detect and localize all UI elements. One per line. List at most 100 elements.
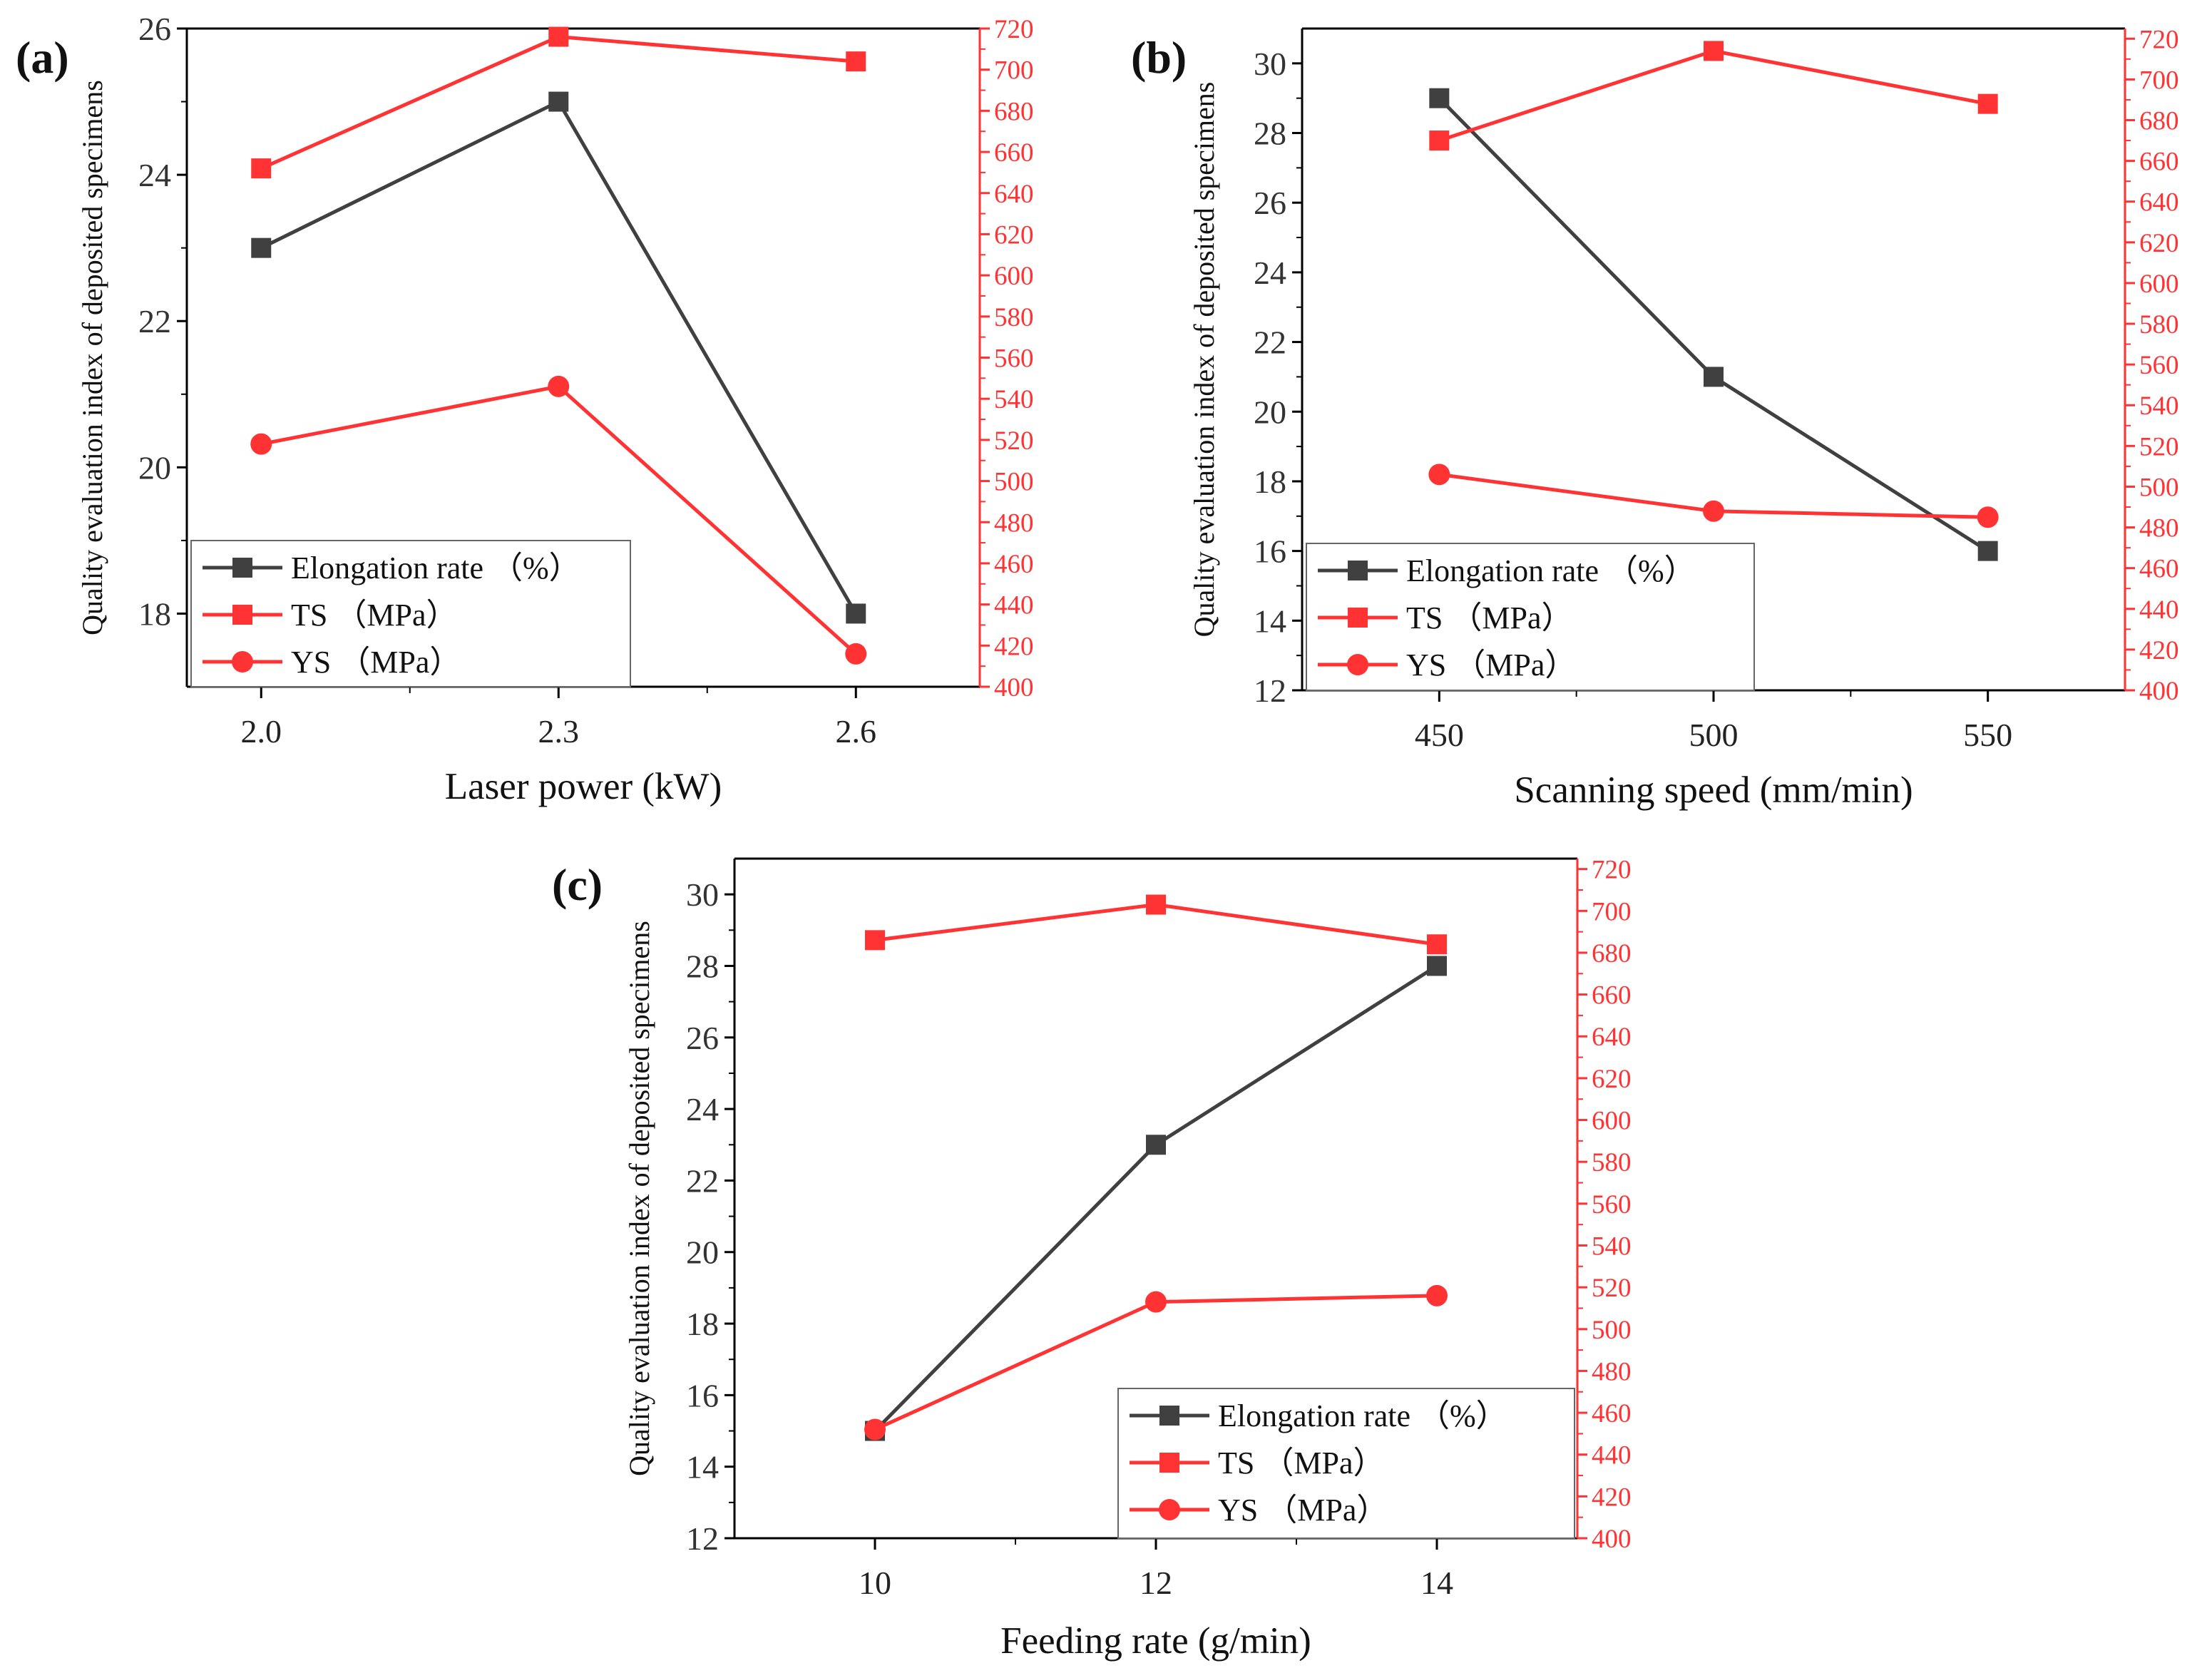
legend-marker bbox=[1159, 1453, 1179, 1473]
right-tick-label: 620 bbox=[994, 220, 1034, 250]
data-point-series-1 bbox=[1429, 88, 1450, 108]
data-point-series-3 bbox=[1428, 464, 1450, 486]
legend-label: YS （MPa） bbox=[291, 645, 461, 680]
right-tick-label: 620 bbox=[2139, 229, 2179, 258]
right-tick-label: 400 bbox=[2139, 677, 2179, 706]
legend-label: YS （MPa） bbox=[1406, 648, 1576, 682]
x-tick-label: 2.6 bbox=[836, 713, 877, 750]
right-tick-label: 560 bbox=[2139, 351, 2179, 380]
right-tick-label: 460 bbox=[994, 550, 1034, 579]
legend-marker bbox=[1159, 1406, 1179, 1426]
right-tick-label: 420 bbox=[1592, 1483, 1632, 1512]
right-tick-label: 600 bbox=[1592, 1107, 1632, 1136]
panel-label: (b) bbox=[1131, 32, 1187, 83]
legend-marker bbox=[232, 651, 253, 672]
right-tick-label: 700 bbox=[994, 56, 1034, 86]
data-point-series-3 bbox=[1426, 1284, 1448, 1306]
left-tick-label: 26 bbox=[138, 11, 171, 47]
y-axis-title: Quality evaluation index of deposited sp… bbox=[76, 80, 108, 635]
right-tick-label: 680 bbox=[994, 97, 1034, 126]
legend: Elongation rate （%） TS （MPa） YS （MPa） bbox=[190, 540, 631, 687]
left-tick-label: 26 bbox=[686, 1020, 719, 1056]
series-line-1 bbox=[1438, 96, 1990, 553]
right-tick-label: 460 bbox=[2139, 555, 2179, 584]
x-axis-title: Feeding rate (g/min) bbox=[1000, 1620, 1311, 1662]
right-tick-label: 720 bbox=[2139, 25, 2179, 54]
left-tick-label: 30 bbox=[1254, 46, 1286, 82]
left-tick-label: 28 bbox=[1254, 116, 1286, 152]
right-tick-label: 440 bbox=[2139, 595, 2179, 625]
right-tick-label: 440 bbox=[994, 591, 1034, 620]
left-tick-label: 22 bbox=[1254, 324, 1286, 361]
data-point-series-2 bbox=[1977, 93, 1998, 114]
left-tick-label: 28 bbox=[686, 948, 719, 984]
right-tick-label: 600 bbox=[994, 262, 1034, 291]
series-line-2 bbox=[1438, 48, 1989, 143]
right-tick-label: 640 bbox=[994, 180, 1034, 209]
left-tick-label: 18 bbox=[686, 1306, 719, 1342]
right-tick-label: 520 bbox=[1592, 1274, 1632, 1303]
right-tick-label: 700 bbox=[1592, 897, 1632, 926]
data-point-series-1 bbox=[1704, 367, 1724, 387]
left-tick-label: 20 bbox=[138, 449, 171, 486]
left-tick-label: 24 bbox=[1254, 255, 1286, 291]
series-line-1 bbox=[874, 964, 1438, 1433]
y-axis-title: Quality evaluation index of deposited sp… bbox=[1188, 82, 1220, 638]
x-tick-label: 12 bbox=[1140, 1565, 1172, 1601]
panel-label: (c) bbox=[552, 859, 603, 910]
data-point-series-3 bbox=[864, 1418, 886, 1441]
left-tick-label: 16 bbox=[1254, 533, 1286, 570]
right-tick-label: 500 bbox=[2139, 473, 2179, 502]
right-tick-label: 600 bbox=[2139, 270, 2179, 299]
chart-panel-1: 18 20 22 24 26 400 420 440 460 480 500 520 540 560 580… bbox=[16, 11, 1034, 807]
legend: Elongation rate （%） TS （MPa） YS （MPa） bbox=[1117, 1388, 1575, 1539]
left-tick-label: 14 bbox=[686, 1449, 719, 1485]
right-tick-label: 680 bbox=[1592, 939, 1632, 968]
data-point-series-1 bbox=[251, 237, 272, 258]
legend: Elongation rate （%） TS （MPa） YS （MPa） bbox=[1306, 543, 1755, 691]
legend-label: TS （MPa） bbox=[1406, 600, 1572, 635]
left-tick-label: 30 bbox=[686, 876, 719, 913]
data-point-series-3 bbox=[250, 433, 272, 455]
data-point-series-1 bbox=[846, 603, 866, 624]
chart-panel-3: 12 14 16 18 20 22 24 26 28 30 400 420 440 460 480 500 52… bbox=[552, 856, 1632, 1662]
series-line-1 bbox=[260, 99, 858, 615]
data-point-series-3 bbox=[845, 643, 867, 665]
right-tick-label: 500 bbox=[994, 468, 1034, 497]
data-point-series-3 bbox=[1977, 506, 1999, 528]
legend-marker bbox=[232, 605, 252, 625]
right-tick-label: 580 bbox=[2139, 310, 2179, 339]
data-point-series-2 bbox=[251, 158, 272, 179]
left-tick-label: 18 bbox=[138, 595, 171, 632]
legend-label: TS （MPa） bbox=[291, 598, 457, 633]
x-tick-label: 450 bbox=[1415, 717, 1464, 753]
right-tick-label: 580 bbox=[994, 303, 1034, 332]
right-tick-label: 560 bbox=[994, 344, 1034, 374]
data-point-series-3 bbox=[1145, 1291, 1167, 1313]
right-tick-label: 700 bbox=[2139, 66, 2179, 95]
left-tick-label: 20 bbox=[686, 1234, 719, 1271]
legend-marker bbox=[1347, 654, 1368, 675]
x-tick-label: 2.3 bbox=[538, 713, 580, 750]
right-tick-label: 420 bbox=[2139, 636, 2179, 665]
right-tick-label: 480 bbox=[2139, 514, 2179, 543]
data-point-series-1 bbox=[1427, 956, 1447, 976]
left-tick-label: 16 bbox=[686, 1377, 719, 1413]
x-axis-title: Scanning speed (mm/min) bbox=[1514, 769, 1913, 811]
x-axis-title: Laser power (kW) bbox=[445, 766, 722, 807]
data-point-series-2 bbox=[1704, 41, 1724, 61]
right-tick-label: 480 bbox=[1592, 1357, 1632, 1386]
data-point-series-3 bbox=[1703, 500, 1724, 522]
y-axis-title: Quality evaluation index of deposited sp… bbox=[623, 921, 655, 1476]
left-tick-label: 20 bbox=[1254, 394, 1286, 430]
right-tick-label: 560 bbox=[1592, 1190, 1632, 1219]
left-tick-label: 22 bbox=[686, 1162, 719, 1199]
data-point-series-2 bbox=[865, 930, 885, 951]
right-tick-label: 420 bbox=[994, 632, 1034, 661]
legend-label: Elongation rate （%） bbox=[1406, 553, 1696, 588]
x-tick-label: 10 bbox=[859, 1565, 891, 1601]
legend-label: TS （MPa） bbox=[1218, 1446, 1384, 1480]
legend-label: Elongation rate （%） bbox=[1218, 1398, 1507, 1433]
legend-label: Elongation rate （%） bbox=[291, 551, 580, 585]
